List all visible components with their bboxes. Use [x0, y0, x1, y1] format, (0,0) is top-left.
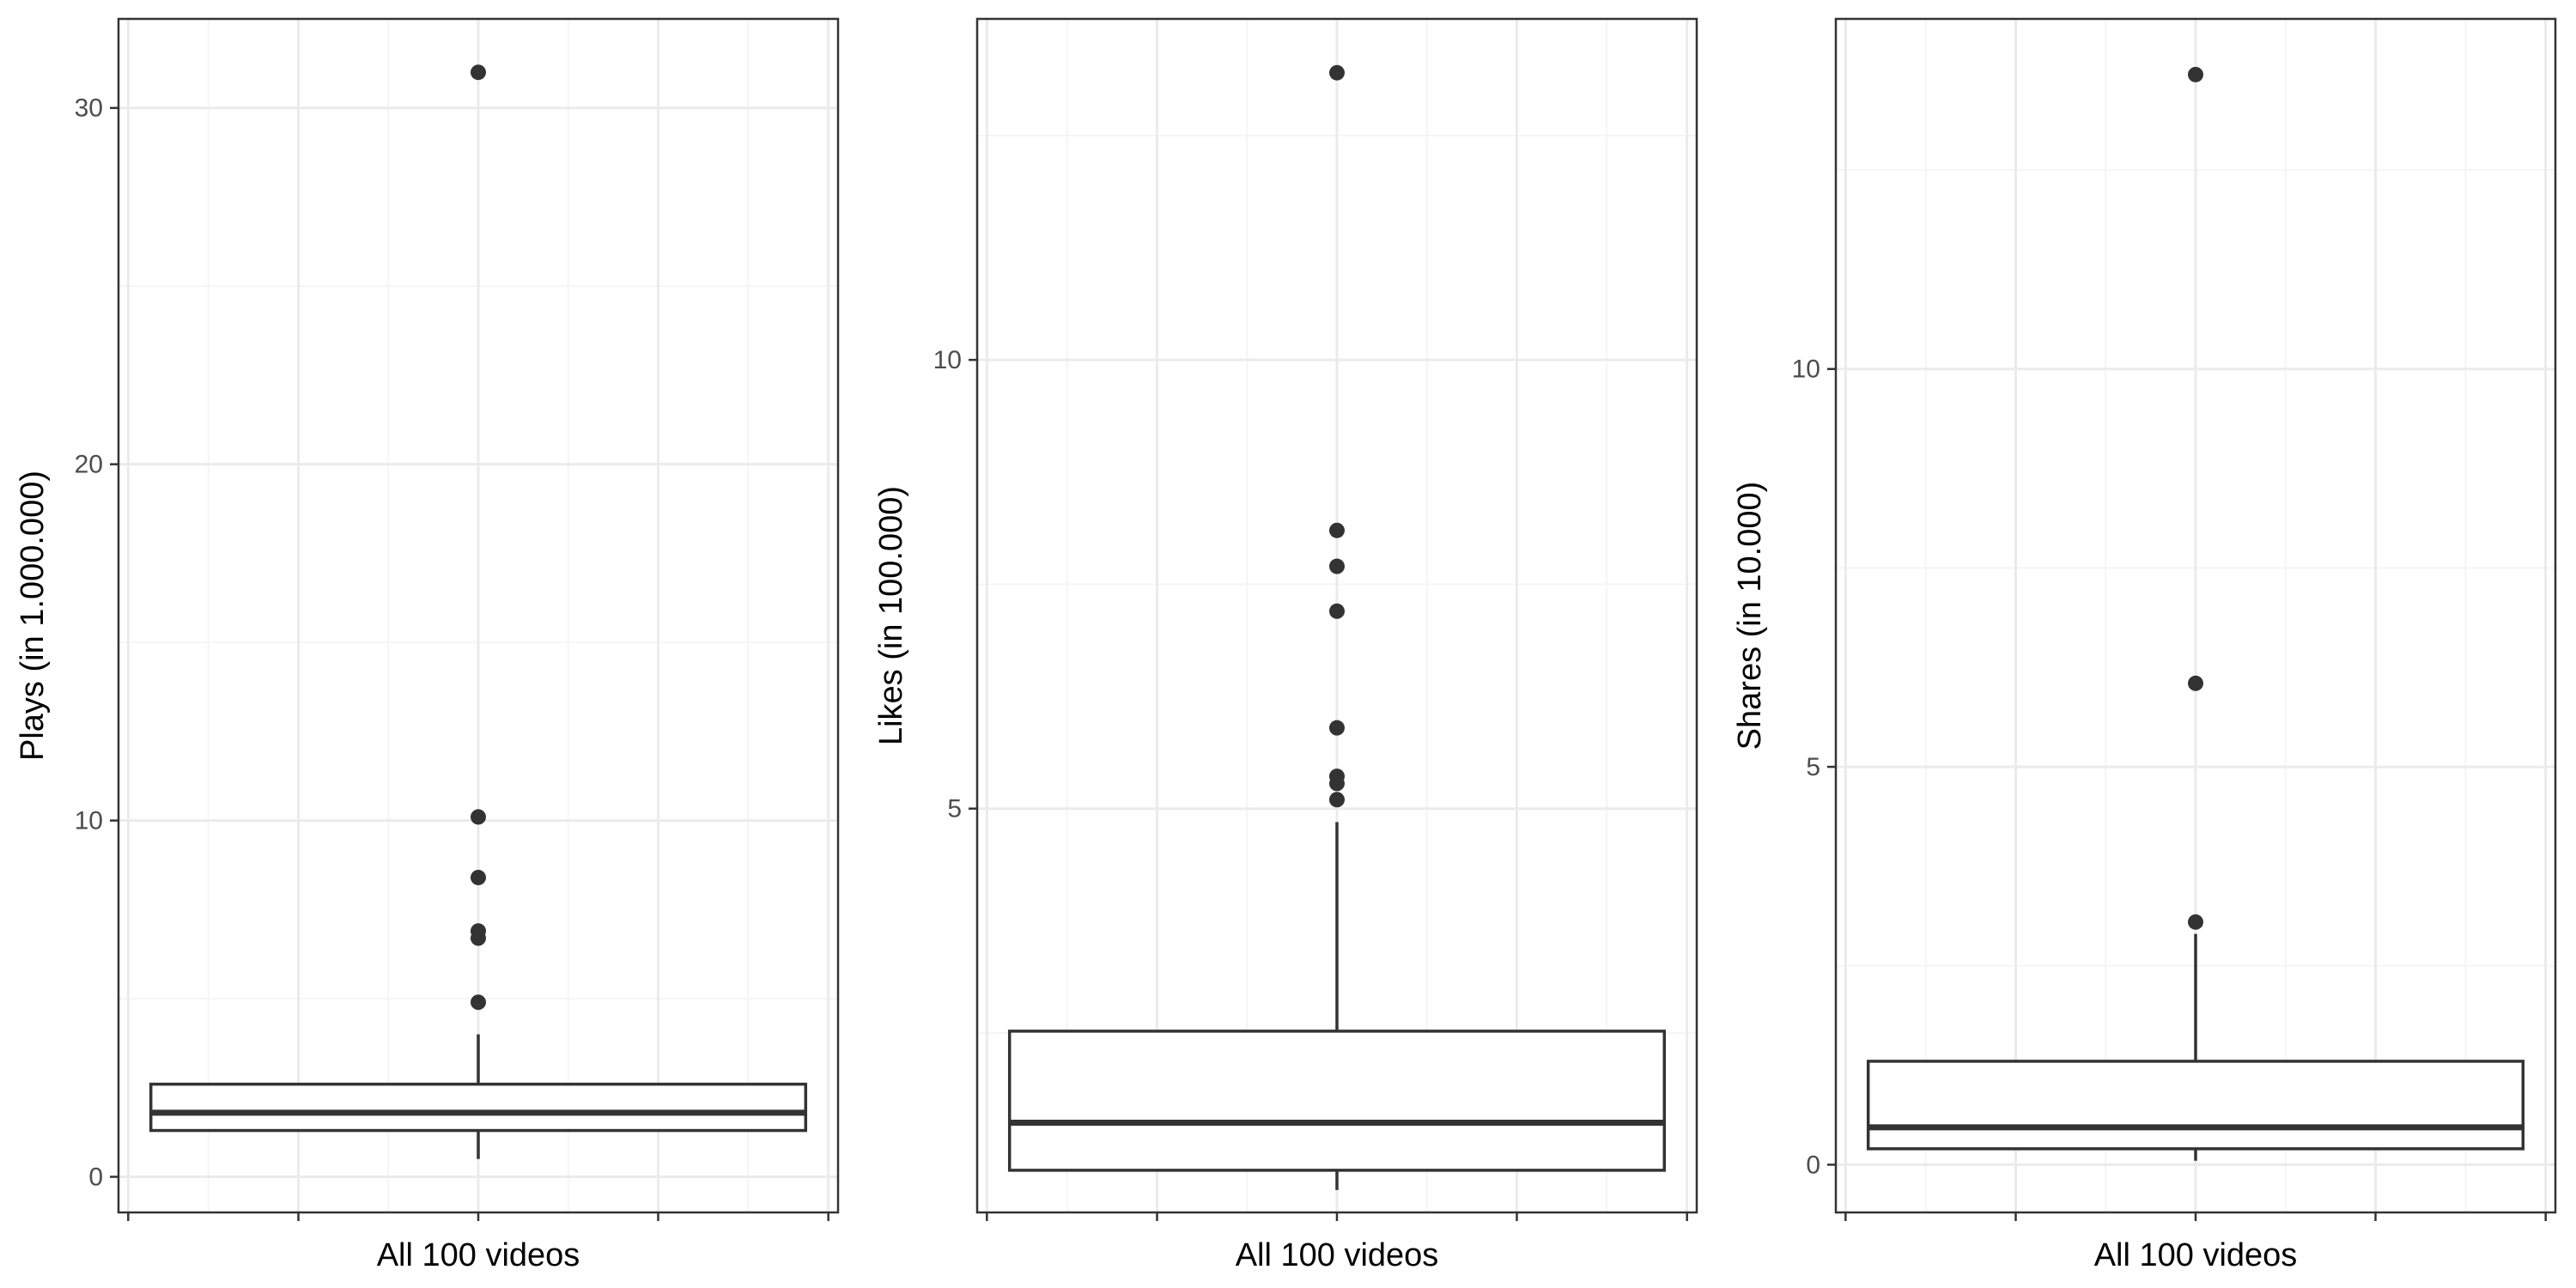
shares-outlier-point [2188, 675, 2203, 691]
shares-outlier-point [2188, 66, 2203, 82]
shares-y-tick-label: 5 [1806, 753, 1820, 781]
plays-outlier-point [471, 994, 486, 1011]
plays-outlier-point [471, 64, 486, 81]
plays-y-axis: 0 10 20 30 [75, 94, 118, 1192]
plays-outlier-point [471, 923, 486, 939]
likes-outlier-point [1329, 64, 1345, 81]
likes-y-axis: 5 10 [933, 346, 977, 823]
shares-boxplot [1866, 66, 2525, 1161]
plays-y-tick-label: 20 [75, 451, 103, 479]
likes-outlier-point [1329, 769, 1345, 785]
likes-y-axis-title: Likes (in 100.000) [873, 486, 909, 745]
likes-outlier-point [1329, 522, 1345, 538]
likes-y-tick-label: 5 [947, 795, 962, 823]
plays-y-tick-label: 30 [75, 94, 103, 123]
likes-outlier-point [1329, 558, 1345, 574]
plays-outlier-point [471, 869, 486, 885]
shares-x-axis-title: All 100 videos [2094, 1237, 2298, 1273]
likes-box [1007, 1030, 1667, 1172]
shares-outlier-point [2188, 914, 2203, 930]
shares-y-tick-label: 10 [1792, 355, 1820, 384]
likes-x-axis [986, 1212, 1688, 1221]
plays-y-axis-title: Plays (in 1.000.000) [15, 471, 51, 761]
plays-x-axis [127, 1212, 829, 1221]
panel-likes: 5 10 Likes (in 100.000) All 100 videos [873, 17, 1698, 1273]
likes-outlier-point [1329, 720, 1345, 736]
shares-y-axis-title: Shares (in 10.000) [1732, 482, 1768, 750]
shares-x-axis [1844, 1212, 2547, 1221]
panel-plays: 0 10 20 30 Plays (in 1.000.000) All 100 vid… [15, 17, 840, 1273]
shares-box [1866, 1060, 2525, 1151]
plays-x-axis-title: All 100 videos [377, 1237, 580, 1273]
shares-y-axis: 0 5 10 [1792, 355, 1836, 1179]
likes-outlier-point [1329, 603, 1345, 619]
plays-boxplot [149, 64, 808, 1159]
likes-y-tick-label: 10 [933, 346, 962, 374]
shares-y-tick-label: 0 [1806, 1151, 1820, 1179]
panel-shares: 0 5 10 Shares (in 10.000) All 100 videos [1732, 17, 2557, 1273]
likes-x-axis-title: All 100 videos [1236, 1237, 1439, 1273]
plays-outlier-point [471, 809, 486, 825]
likes-boxplot [1007, 64, 1667, 1190]
plays-y-tick-label: 0 [88, 1163, 103, 1192]
plays-box [149, 1082, 808, 1133]
plays-y-tick-label: 10 [75, 807, 103, 835]
likes-outlier-point [1329, 792, 1345, 808]
